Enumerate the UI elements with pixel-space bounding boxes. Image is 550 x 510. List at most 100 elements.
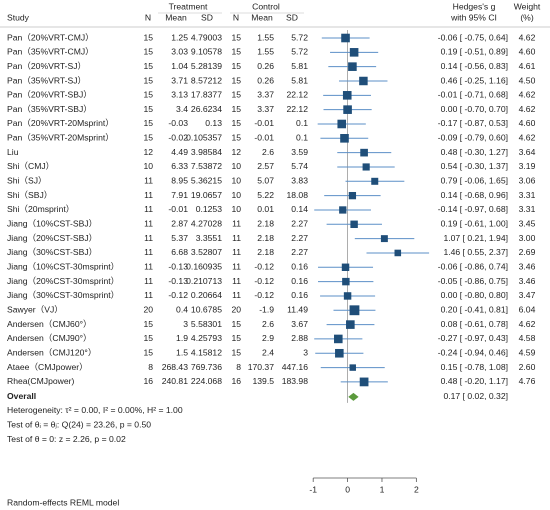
study-name: Pan（35%VRT-SBJ） (7, 104, 92, 114)
cell-t-n: 15 (143, 104, 153, 114)
cell-t-mean: -0.01 (168, 204, 188, 214)
cell-c-n: 15 (231, 104, 241, 114)
ci-label: -0.17 [ -0.87, 0.53] (438, 118, 508, 128)
ci-label: -0.05 [ -0.86, 0.75] (438, 276, 508, 286)
ci-label: -0.24 [ -0.94, 0.46] (438, 348, 508, 358)
study-name: Shi（SBJ） (7, 190, 52, 200)
cell-c-mean: -1.9 (259, 305, 274, 315)
cell-t-n: 15 (143, 61, 153, 71)
cell-c-sd: 2.27 (291, 247, 308, 257)
effect-square (350, 220, 358, 229)
cell-c-n: 20 (231, 305, 241, 315)
cell-t-sd: 10.6785 (191, 305, 222, 315)
weight-label: 4.62 (519, 32, 536, 42)
cell-t-sd: 19.0657 (191, 190, 222, 200)
effect-square (348, 62, 357, 71)
cell-t-mean: 1.04 (171, 61, 188, 71)
cell-c-mean: 2.6 (262, 319, 274, 329)
weight-label: 4.62 (519, 104, 536, 114)
cell-c-mean: 0.26 (257, 61, 274, 71)
cell-t-sd: 3.3551 (196, 233, 223, 243)
cell-c-sd: 5.72 (291, 47, 308, 57)
weight-label: 4.60 (519, 118, 536, 128)
cell-c-sd: 3.83 (291, 176, 308, 186)
ci-label: 0.48 [ -0.20, 1.17] (441, 376, 508, 386)
effect-square (380, 235, 388, 243)
study-name: Jiang（30%CST-SBJ） (7, 247, 97, 257)
weight-label: 3.00 (519, 233, 536, 243)
cell-c-n: 15 (231, 32, 241, 42)
study-name: Shi（CMJ） (7, 161, 54, 171)
cell-t-mean: -0.13 (168, 276, 188, 286)
weight-label: 4.58 (519, 333, 536, 343)
cell-c-mean: 1.55 (257, 32, 274, 42)
cell-t-mean: 1.5 (176, 348, 188, 358)
weight-label: 2.69 (519, 247, 536, 257)
cell-c-mean: 1.55 (257, 47, 274, 57)
weight-label: 4.62 (519, 133, 536, 143)
cell-c-mean: -0.12 (254, 262, 274, 272)
cell-c-n: 11 (232, 219, 241, 229)
study-name: Andersen（CMJ120°） (7, 348, 96, 358)
cell-t-mean: 2.87 (171, 219, 188, 229)
ci-label: -0.14 [ -0.97, 0.68] (438, 204, 508, 214)
study-name: Shi（20msprint） (7, 204, 74, 214)
cell-c-mean: -0.01 (254, 133, 274, 143)
cell-t-n: 15 (143, 118, 153, 128)
cell-t-mean: -0.03 (168, 118, 188, 128)
ci-label: 0.17 [ 0.02, 0.32] (443, 391, 508, 401)
cell-t-sd: 0.105357 (186, 133, 222, 143)
cell-t-sd: 0.160935 (186, 262, 222, 272)
cell-t-n: 15 (143, 47, 153, 57)
x-tick-label: -1 (309, 484, 317, 494)
cell-t-sd: 5.36215 (191, 176, 222, 186)
effect-square (341, 33, 350, 43)
cell-t-sd: 4.25793 (191, 333, 222, 343)
weight-label: 4.60 (519, 47, 536, 57)
weight-label: 3.45 (519, 219, 536, 229)
cell-t-mean: 3.4 (176, 104, 188, 114)
cell-c-mean: 2.9 (262, 333, 274, 343)
effect-square (340, 134, 349, 143)
cell-c-mean: 0.26 (257, 75, 274, 85)
cell-t-mean: 240.81 (162, 376, 189, 386)
weight-label: 4.62 (519, 319, 536, 329)
cell-t-n: 11 (144, 276, 153, 286)
study-name: Sawyer（VJ） (7, 305, 63, 315)
study-name: Jiang（20%CST-SBJ） (7, 233, 97, 243)
cell-c-n: 11 (232, 276, 241, 286)
effect-square (394, 249, 402, 257)
cell-c-sd: 0.16 (291, 276, 308, 286)
cell-c-mean: -0.12 (254, 290, 274, 300)
cell-c-mean: 2.18 (257, 219, 274, 229)
ci-label: 0.00 [ -0.80, 0.80] (441, 290, 508, 300)
cell-t-sd: 17.8377 (191, 90, 222, 100)
cell-c-mean: 3.37 (257, 90, 274, 100)
cell-t-mean: -0.02 (168, 133, 188, 143)
effect-square (342, 91, 352, 100)
study-name: Andersen（CMJ90°） (7, 333, 92, 343)
cell-c-sd: 3.67 (291, 319, 308, 329)
cell-c-sd: 0.14 (291, 204, 308, 214)
study-name: Pan（20%VRT-SJ） (7, 61, 86, 71)
cell-c-mean: 139.5 (252, 376, 274, 386)
cell-c-sd: 0.1 (296, 118, 308, 128)
ci-label: 0.19 [ -0.51, 0.89] (441, 47, 508, 57)
weight-label: 4.62 (519, 90, 536, 100)
cell-c-n: 11 (232, 233, 241, 243)
cell-c-n: 11 (232, 290, 241, 300)
effect-square (360, 148, 368, 157)
effect-square (348, 191, 357, 200)
cell-t-n: 11 (144, 204, 153, 214)
cell-c-sd: 2.27 (291, 219, 308, 229)
ci-label: 0.08 [ -0.61, 0.78] (441, 319, 508, 329)
cell-t-sd: 3.52807 (191, 247, 222, 257)
effect-square (349, 364, 356, 371)
header-weight: (%) (520, 12, 534, 22)
cell-t-sd: 7.53872 (191, 161, 222, 171)
weight-label: 3.46 (519, 276, 536, 286)
weight-label: 3.19 (519, 161, 536, 171)
ci-label: -0.09 [ -0.79, 0.60] (438, 133, 508, 143)
study-name: Andersen（CMJ60°） (7, 319, 92, 329)
